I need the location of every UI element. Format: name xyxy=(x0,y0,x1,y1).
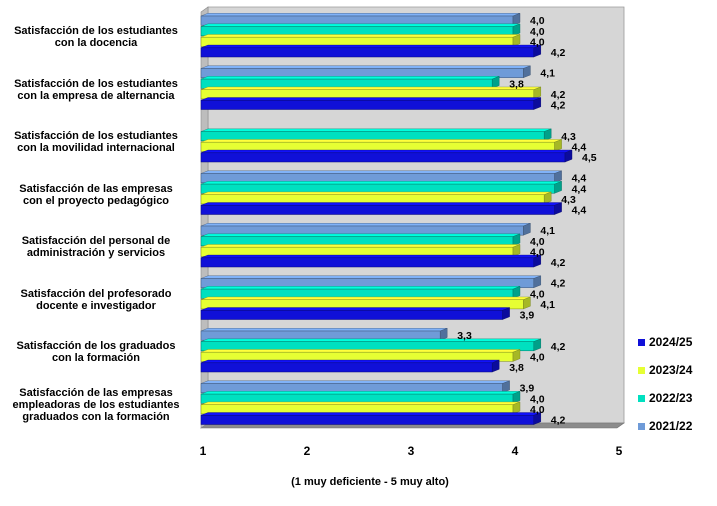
data-label-2023-24-5: 4,0 xyxy=(530,246,545,258)
legend-swatch xyxy=(638,422,645,430)
category-label-8: Satisfacción de las empresas empleadoras… xyxy=(12,386,180,423)
bar-2024-25-8 xyxy=(200,412,541,425)
bar-2021-22-1 xyxy=(200,12,521,26)
data-label-2022-23-3: 4,3 xyxy=(561,131,576,143)
data-label-2024-25-1: 4,2 xyxy=(551,47,566,59)
bar-2023-24-7 xyxy=(200,349,521,362)
bar-2022-23-2 xyxy=(200,76,500,89)
bar-2021-22-2 xyxy=(200,65,531,78)
bar-2024-25-5 xyxy=(200,254,541,268)
bar-2021-22-6 xyxy=(200,275,541,288)
bar-2023-24-2 xyxy=(200,86,541,100)
data-label-2022-23-5: 4,0 xyxy=(530,236,545,248)
bar-2023-24-6 xyxy=(200,296,531,310)
legend-label: 2023/24 xyxy=(649,363,693,377)
legend-label: 2021/22 xyxy=(649,419,693,433)
bar-2024-25-7 xyxy=(200,359,500,373)
bar-2021-22-4 xyxy=(200,170,562,183)
x-tick-label-4: 4 xyxy=(512,444,519,458)
data-label-2023-24-7: 4,0 xyxy=(530,351,545,363)
bar-group xyxy=(200,12,573,425)
data-label-2021-22-6: 4,2 xyxy=(551,278,566,290)
data-label-2021-22-8: 3,9 xyxy=(520,383,535,395)
bar-2023-24-4 xyxy=(200,191,552,205)
legend-swatch xyxy=(638,394,645,402)
legend-item-2023-24: 2023/24 xyxy=(638,356,714,384)
data-label-2023-24-2: 4,2 xyxy=(551,89,566,101)
bar-2021-22-8 xyxy=(200,380,510,393)
data-label-2022-23-1: 4,0 xyxy=(530,26,545,38)
x-tick-label-1: 1 xyxy=(200,444,207,458)
legend-swatch xyxy=(638,366,645,374)
bar-2023-24-8 xyxy=(200,401,521,415)
bar-2024-25-1 xyxy=(200,44,541,58)
bar-2022-23-6 xyxy=(200,286,521,299)
data-label-2023-24-1: 4,0 xyxy=(530,36,545,48)
data-label-2023-24-3: 4,4 xyxy=(572,141,587,153)
data-label-2024-25-7: 3,8 xyxy=(509,362,524,374)
x-tick-label-5: 5 xyxy=(616,444,623,458)
data-label-2022-23-6: 4,0 xyxy=(530,288,545,300)
bar-2024-25-3 xyxy=(200,149,573,163)
bar-2024-25-4 xyxy=(200,202,562,215)
bar-2021-22-5 xyxy=(200,222,531,236)
legend-item-2022-23: 2022/23 xyxy=(638,384,714,412)
bar-2024-25-6 xyxy=(200,307,510,320)
data-label-2021-22-7: 3,3 xyxy=(457,330,472,342)
data-label-2024-25-2: 4,2 xyxy=(551,100,566,112)
data-label-2022-23-4: 4,4 xyxy=(572,183,587,195)
bar-2023-24-1 xyxy=(200,34,521,47)
legend-item-2024-25: 2024/25 xyxy=(638,328,714,356)
data-label-2022-23-8: 4,0 xyxy=(530,393,545,405)
data-label-2021-22-4: 4,4 xyxy=(572,173,587,185)
x-tick-group: 1 2 3 4 5 xyxy=(200,444,623,458)
data-label-2021-22-1: 4,0 xyxy=(530,15,545,27)
x-axis-label: (1 muy deficiente - 5 muy alto) xyxy=(291,476,449,488)
legend: 2024/25 2023/24 2022/23 2021/22 xyxy=(638,328,714,440)
data-label-2023-24-6: 4,1 xyxy=(540,299,555,311)
data-label-2023-24-8: 4,0 xyxy=(530,404,545,416)
bar-2024-25-2 xyxy=(200,97,541,110)
data-label-2022-23-7: 4,2 xyxy=(551,341,566,353)
legend-label: 2022/23 xyxy=(649,391,693,405)
data-label-2024-25-5: 4,2 xyxy=(551,257,566,269)
data-label-2024-25-3: 4,5 xyxy=(582,152,597,164)
data-label-2022-23-2: 3,8 xyxy=(509,78,524,90)
bar-2022-23-4 xyxy=(200,181,562,194)
data-label-2024-25-6: 3,9 xyxy=(520,310,535,322)
legend-item-2021-22: 2021/22 xyxy=(638,412,714,440)
bar-2022-23-1 xyxy=(200,23,521,37)
category-label-6: Satisfacción del profesorado docente e i… xyxy=(20,287,172,312)
bar-2023-24-3 xyxy=(200,139,562,152)
bar-2023-24-5 xyxy=(200,244,521,257)
category-label-4: Satisfacción de las empresas con el proy… xyxy=(19,182,173,207)
data-label-2024-25-8: 4,2 xyxy=(551,415,566,427)
bar-2022-23-5 xyxy=(200,233,521,247)
bar-2022-23-7 xyxy=(200,338,541,352)
bar-2021-22-7 xyxy=(200,327,448,341)
bar-2022-23-8 xyxy=(200,391,521,404)
category-label-7: Satisfacción de los graduados con la for… xyxy=(16,340,176,364)
legend-swatch xyxy=(638,338,645,346)
category-label-1: Satisfacción de los estudiantes con la d… xyxy=(14,25,178,49)
category-label-3: Satisfacción de los estudiantes con la m… xyxy=(14,130,178,154)
data-label-2023-24-4: 4,3 xyxy=(561,194,576,206)
category-label-5: Satisfacción del personal de administrac… xyxy=(21,235,171,259)
x-tick-label-2: 2 xyxy=(304,444,311,458)
data-label-2021-22-5: 4,1 xyxy=(540,225,555,237)
bar-2022-23-3 xyxy=(200,128,552,142)
data-label-2024-25-4: 4,4 xyxy=(572,205,587,217)
data-label-2021-22-2: 4,1 xyxy=(540,68,555,80)
category-label-2: Satisfacción de los estudiantes con la e… xyxy=(14,77,178,102)
legend-label: 2024/25 xyxy=(649,335,693,349)
data-label-group: 4,04,04,04,24,13,84,24,24,34,44,54,44,44… xyxy=(457,15,597,426)
x-tick-label-3: 3 xyxy=(408,444,415,458)
